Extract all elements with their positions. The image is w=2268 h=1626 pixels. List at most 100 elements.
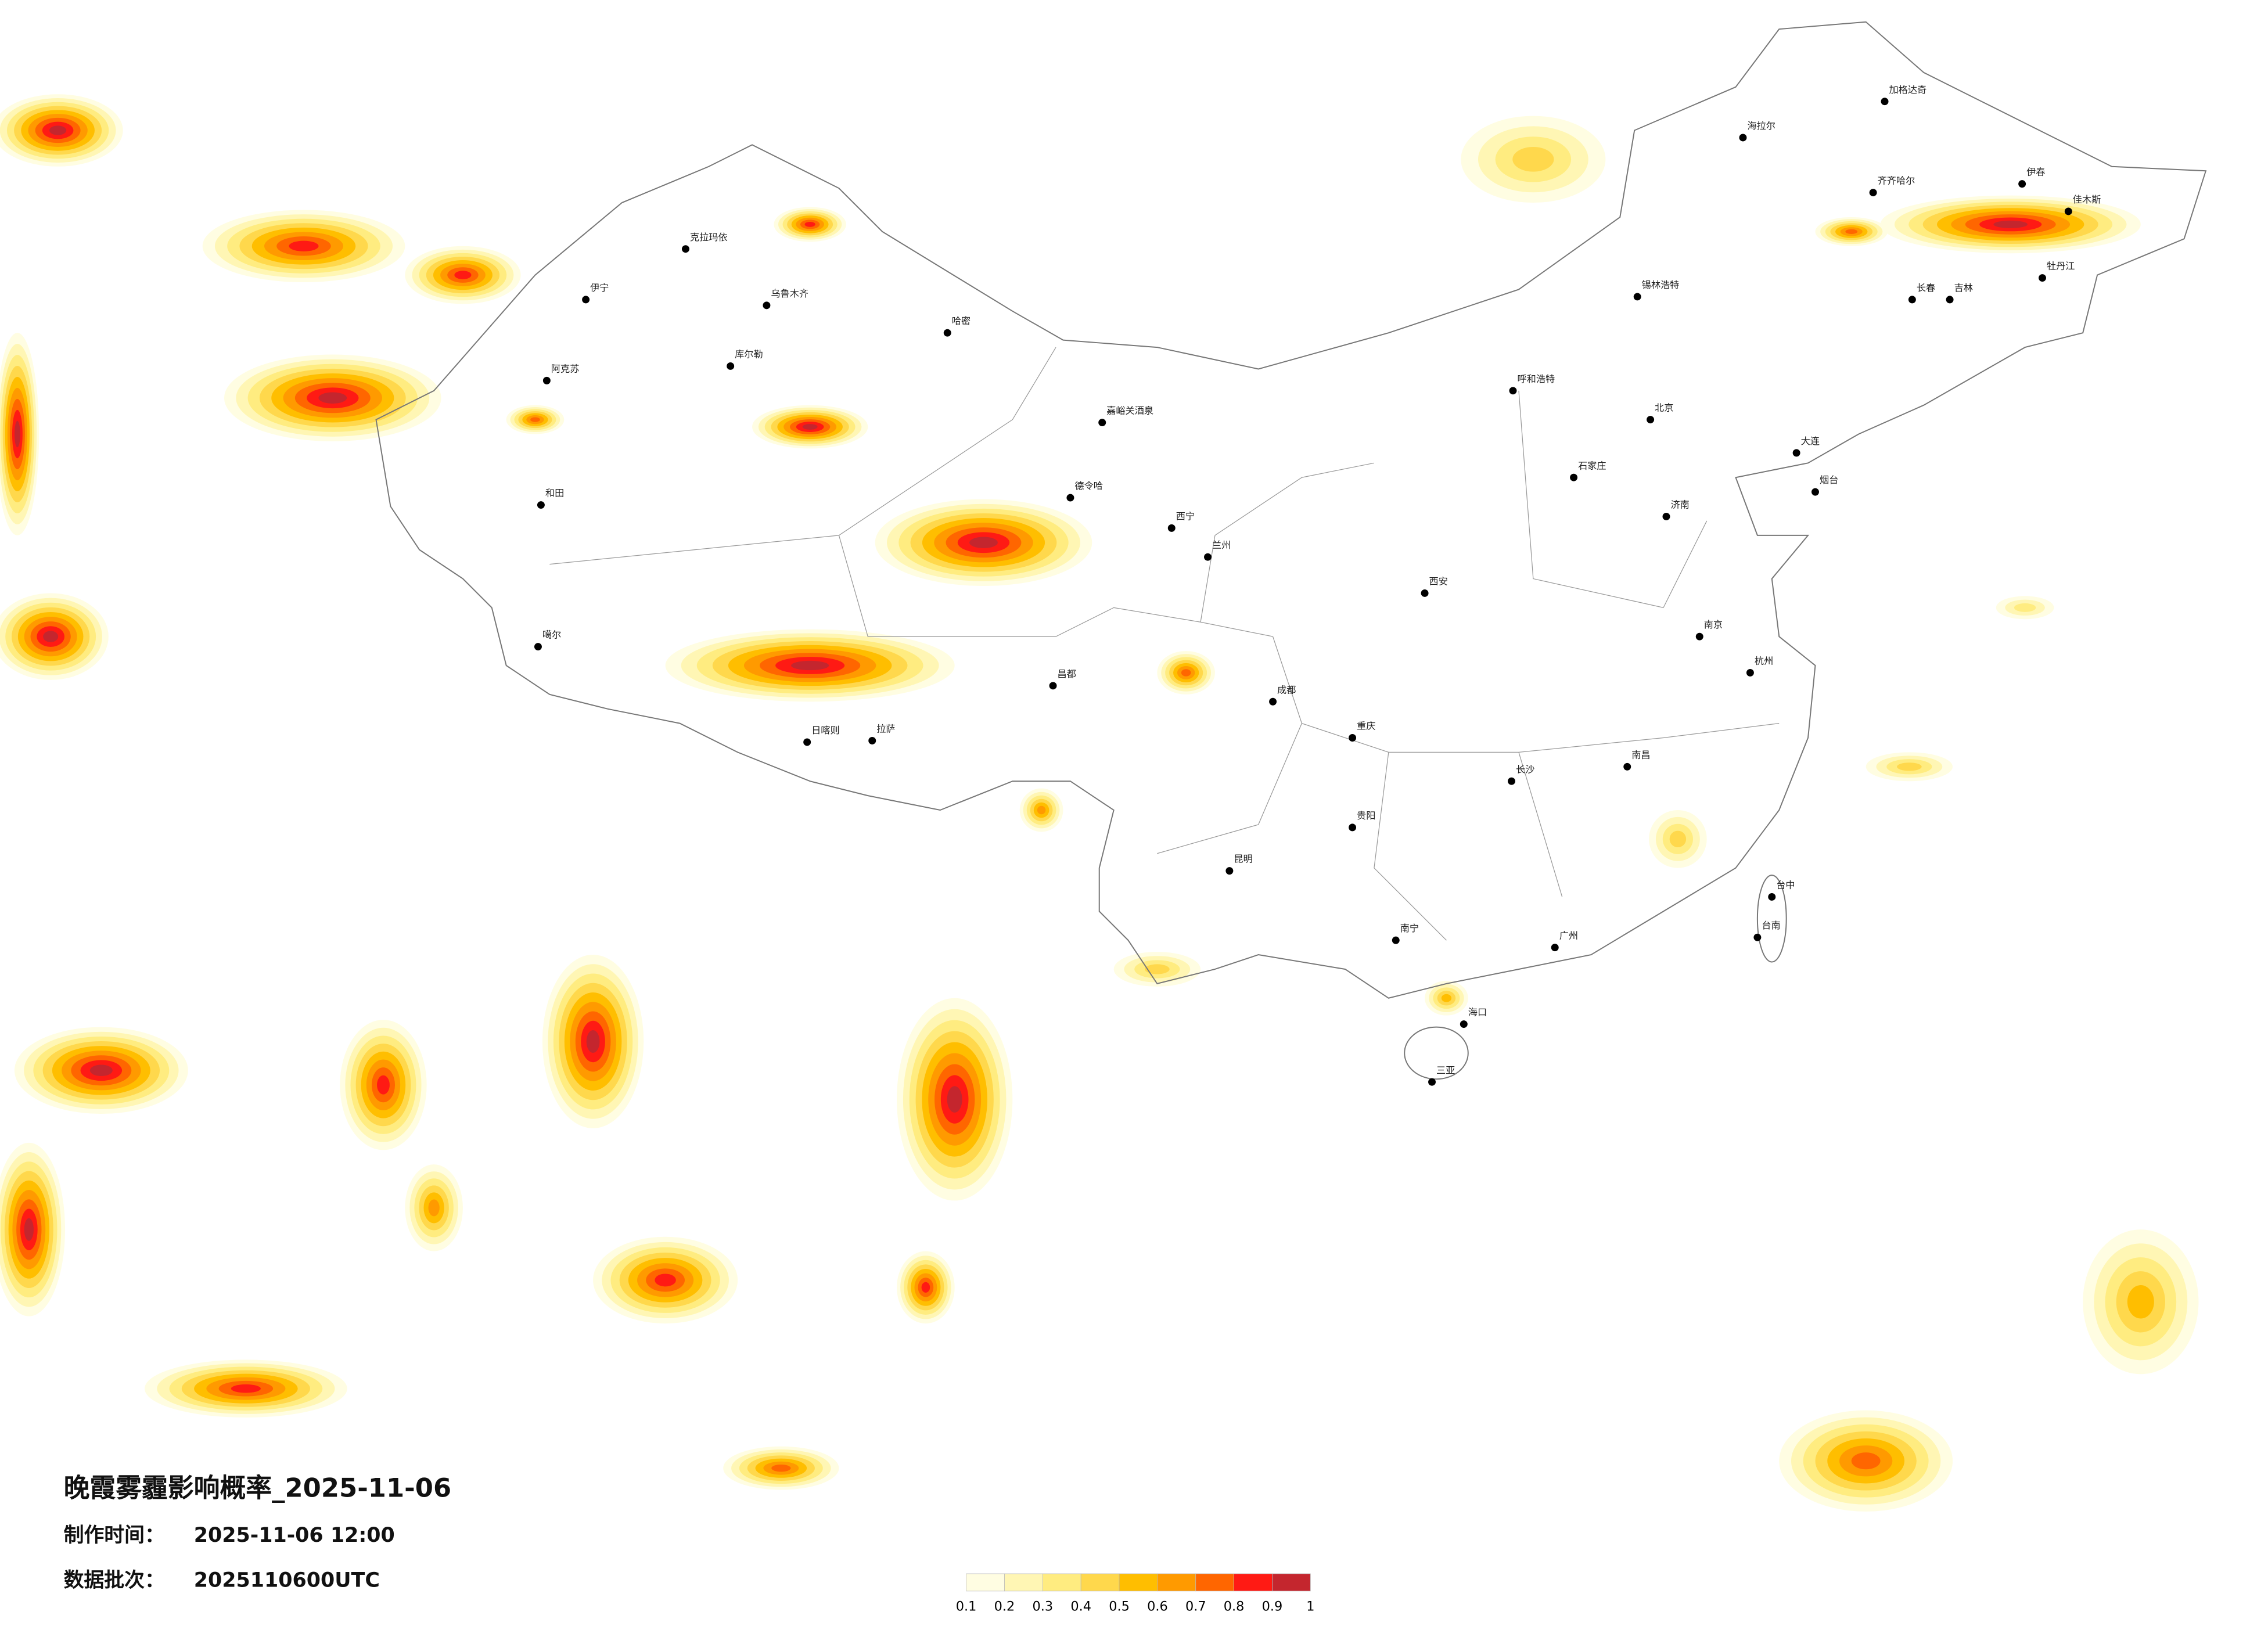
info-value: 2025110600UTC — [194, 1569, 380, 1592]
city-dot — [1633, 293, 1641, 301]
city-dot — [1460, 1020, 1468, 1028]
legend-swatch — [1004, 1573, 1043, 1592]
legend-swatch — [1042, 1573, 1081, 1592]
legend-swatch — [966, 1573, 1005, 1592]
city-label: 烟台 — [1820, 474, 1838, 485]
city-label: 嘉峪关酒泉 — [1106, 405, 1153, 416]
city-label: 哈密 — [952, 315, 971, 326]
city-label: 库尔勒 — [735, 349, 763, 360]
city-dot — [582, 296, 590, 304]
info-label: 数据批次： — [64, 1569, 165, 1592]
haze-patch — [802, 424, 818, 430]
haze-patch — [771, 1464, 791, 1472]
city-dot — [1739, 134, 1747, 142]
city-label: 贵阳 — [1357, 810, 1375, 821]
city-dot — [1509, 387, 1517, 395]
city-dot — [1946, 296, 1954, 304]
city-dot — [1746, 668, 1754, 677]
haze-patch — [1512, 146, 1554, 172]
city-label: 大连 — [1801, 436, 1820, 447]
hainan — [1404, 1026, 1469, 1080]
legend-tick-label: 0.4 — [1070, 1599, 1091, 1614]
city-dot — [1428, 1078, 1436, 1086]
city-dot — [1695, 632, 1703, 641]
city-dot — [537, 501, 545, 509]
city-dot — [2064, 207, 2072, 215]
city-dot — [1570, 473, 1578, 481]
legend-tick-label: 1 — [1306, 1599, 1314, 1614]
city-label: 三亚 — [1436, 1064, 1455, 1075]
taiwan — [1756, 875, 1787, 963]
city-dot — [1508, 777, 1515, 785]
haze-patch — [1993, 220, 2028, 228]
haze-patch — [318, 392, 347, 404]
inner-boundaries — [549, 347, 1780, 941]
legend-tick-label: 0.9 — [1262, 1599, 1283, 1614]
city-dot — [1792, 449, 1800, 457]
haze-patch — [947, 1086, 962, 1113]
haze-patch — [2014, 603, 2036, 612]
haze-patch — [530, 417, 540, 422]
city-label: 加格达奇 — [1889, 84, 1927, 95]
info-label: 制作时间： — [64, 1524, 165, 1547]
map-title: 晚霞雾霾影响概率_2025-11-06 — [64, 1473, 452, 1503]
city-dot — [2018, 180, 2026, 188]
city-label: 台南 — [1762, 920, 1780, 931]
haze-patch — [43, 631, 59, 642]
haze-patch — [921, 1282, 930, 1293]
city-dot — [1647, 416, 1655, 424]
city-dot — [868, 737, 876, 744]
city-dot — [1066, 494, 1074, 502]
legend-swatch — [1234, 1573, 1273, 1592]
city-dot — [1349, 823, 1357, 832]
haze-patch — [1181, 669, 1191, 677]
city-label: 台中 — [1776, 880, 1795, 891]
info-value: 2025-11-06 12:00 — [194, 1524, 395, 1547]
city-label: 伊宁 — [590, 282, 609, 293]
haze-patch — [791, 660, 829, 671]
city-label: 石家庄 — [1578, 460, 1606, 471]
haze-patch — [24, 1218, 34, 1241]
city-label: 北京 — [1655, 402, 1673, 413]
city-label: 日喀则 — [811, 725, 840, 736]
city-label: 伊春 — [2026, 167, 2045, 178]
city-dot — [1753, 933, 1762, 941]
haze-patch — [89, 1064, 113, 1077]
city-dot — [1225, 867, 1234, 875]
china-outline — [375, 21, 2207, 999]
haze-patch — [1441, 994, 1452, 1002]
legend-swatch — [1080, 1573, 1120, 1592]
haze-patch — [1845, 229, 1858, 234]
haze-patch — [1851, 1452, 1881, 1470]
info-block: 制作时间： 2025-11-06 12:00 数据批次： 2025110600UTC — [64, 1524, 395, 1592]
city-dot — [1768, 893, 1776, 901]
haze-patch — [49, 125, 67, 135]
haze-patch — [969, 537, 998, 549]
city-dot — [1623, 762, 1631, 771]
haze-patch — [586, 1030, 600, 1053]
haze-patch — [231, 1384, 261, 1393]
haze-patch — [454, 271, 472, 279]
city-dot — [2039, 274, 2046, 282]
city-dot — [1869, 189, 1877, 197]
city-label: 重庆 — [1357, 721, 1375, 732]
city-dot — [1908, 296, 1916, 304]
city-label: 牡丹江 — [2047, 261, 2075, 272]
city-dot — [1551, 944, 1559, 952]
legend-swatch — [1157, 1573, 1196, 1592]
city-label: 昌都 — [1058, 668, 1076, 679]
city-dot — [1269, 697, 1277, 706]
city-label: 南昌 — [1631, 749, 1650, 760]
city-label: 长沙 — [1516, 764, 1534, 775]
city-dot — [763, 301, 771, 310]
haze-patch — [2127, 1285, 2154, 1319]
haze-layer — [0, 94, 2199, 1512]
city-label: 海拉尔 — [1747, 120, 1775, 131]
haze-patch — [428, 1199, 440, 1217]
city-label: 长春 — [1917, 282, 1935, 293]
haze-patch — [1669, 830, 1687, 848]
city-dot — [1049, 682, 1057, 690]
legend-swatch — [1195, 1573, 1234, 1592]
city-dot — [943, 329, 951, 337]
